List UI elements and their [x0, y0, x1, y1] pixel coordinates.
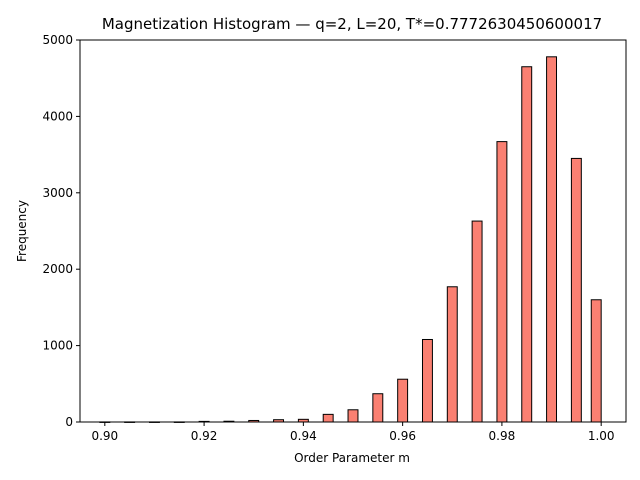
- x-tick-label: 0.96: [389, 429, 416, 443]
- histogram-bar: [471, 220, 483, 423]
- histogram-bar: [347, 409, 359, 423]
- histogram-bar: [372, 393, 384, 423]
- x-tick-label: 0.98: [489, 429, 516, 443]
- x-tick-label: 0.94: [290, 429, 317, 443]
- y-tick-label: 2000: [42, 262, 73, 276]
- histogram-bar: [570, 157, 582, 423]
- chart-title: Magnetization Histogram — q=2, L=20, T*=…: [102, 15, 602, 33]
- histogram-bar: [546, 56, 558, 423]
- y-tick-label: 5000: [42, 33, 73, 47]
- x-tick-label: 0.92: [191, 429, 218, 443]
- x-axis-ticks: 0.90 0.92 0.94 0.96 0.98 1.00: [91, 422, 615, 443]
- y-tick-label: 0: [65, 415, 73, 429]
- plot-frame: [79, 39, 627, 423]
- x-tick-label: 0.90: [91, 429, 118, 443]
- histogram-bar: [421, 338, 433, 423]
- y-tick-label: 1000: [42, 339, 73, 353]
- y-axis-label: Frequency: [15, 200, 29, 262]
- x-axis-label: Order Parameter m: [294, 451, 410, 465]
- histogram-bar: [446, 286, 458, 423]
- histogram-bar: [397, 378, 409, 423]
- histogram-bar: [521, 66, 533, 423]
- histogram-bar: [590, 299, 602, 423]
- y-tick-label: 3000: [42, 186, 73, 200]
- x-tick-label: 1.00: [588, 429, 615, 443]
- histogram-bar: [322, 413, 334, 423]
- y-tick-label: 4000: [42, 109, 73, 123]
- y-axis-ticks: 0 1000 2000 3000 4000 5000: [42, 33, 80, 429]
- histogram-bar: [496, 141, 508, 423]
- bars-group: [99, 56, 602, 423]
